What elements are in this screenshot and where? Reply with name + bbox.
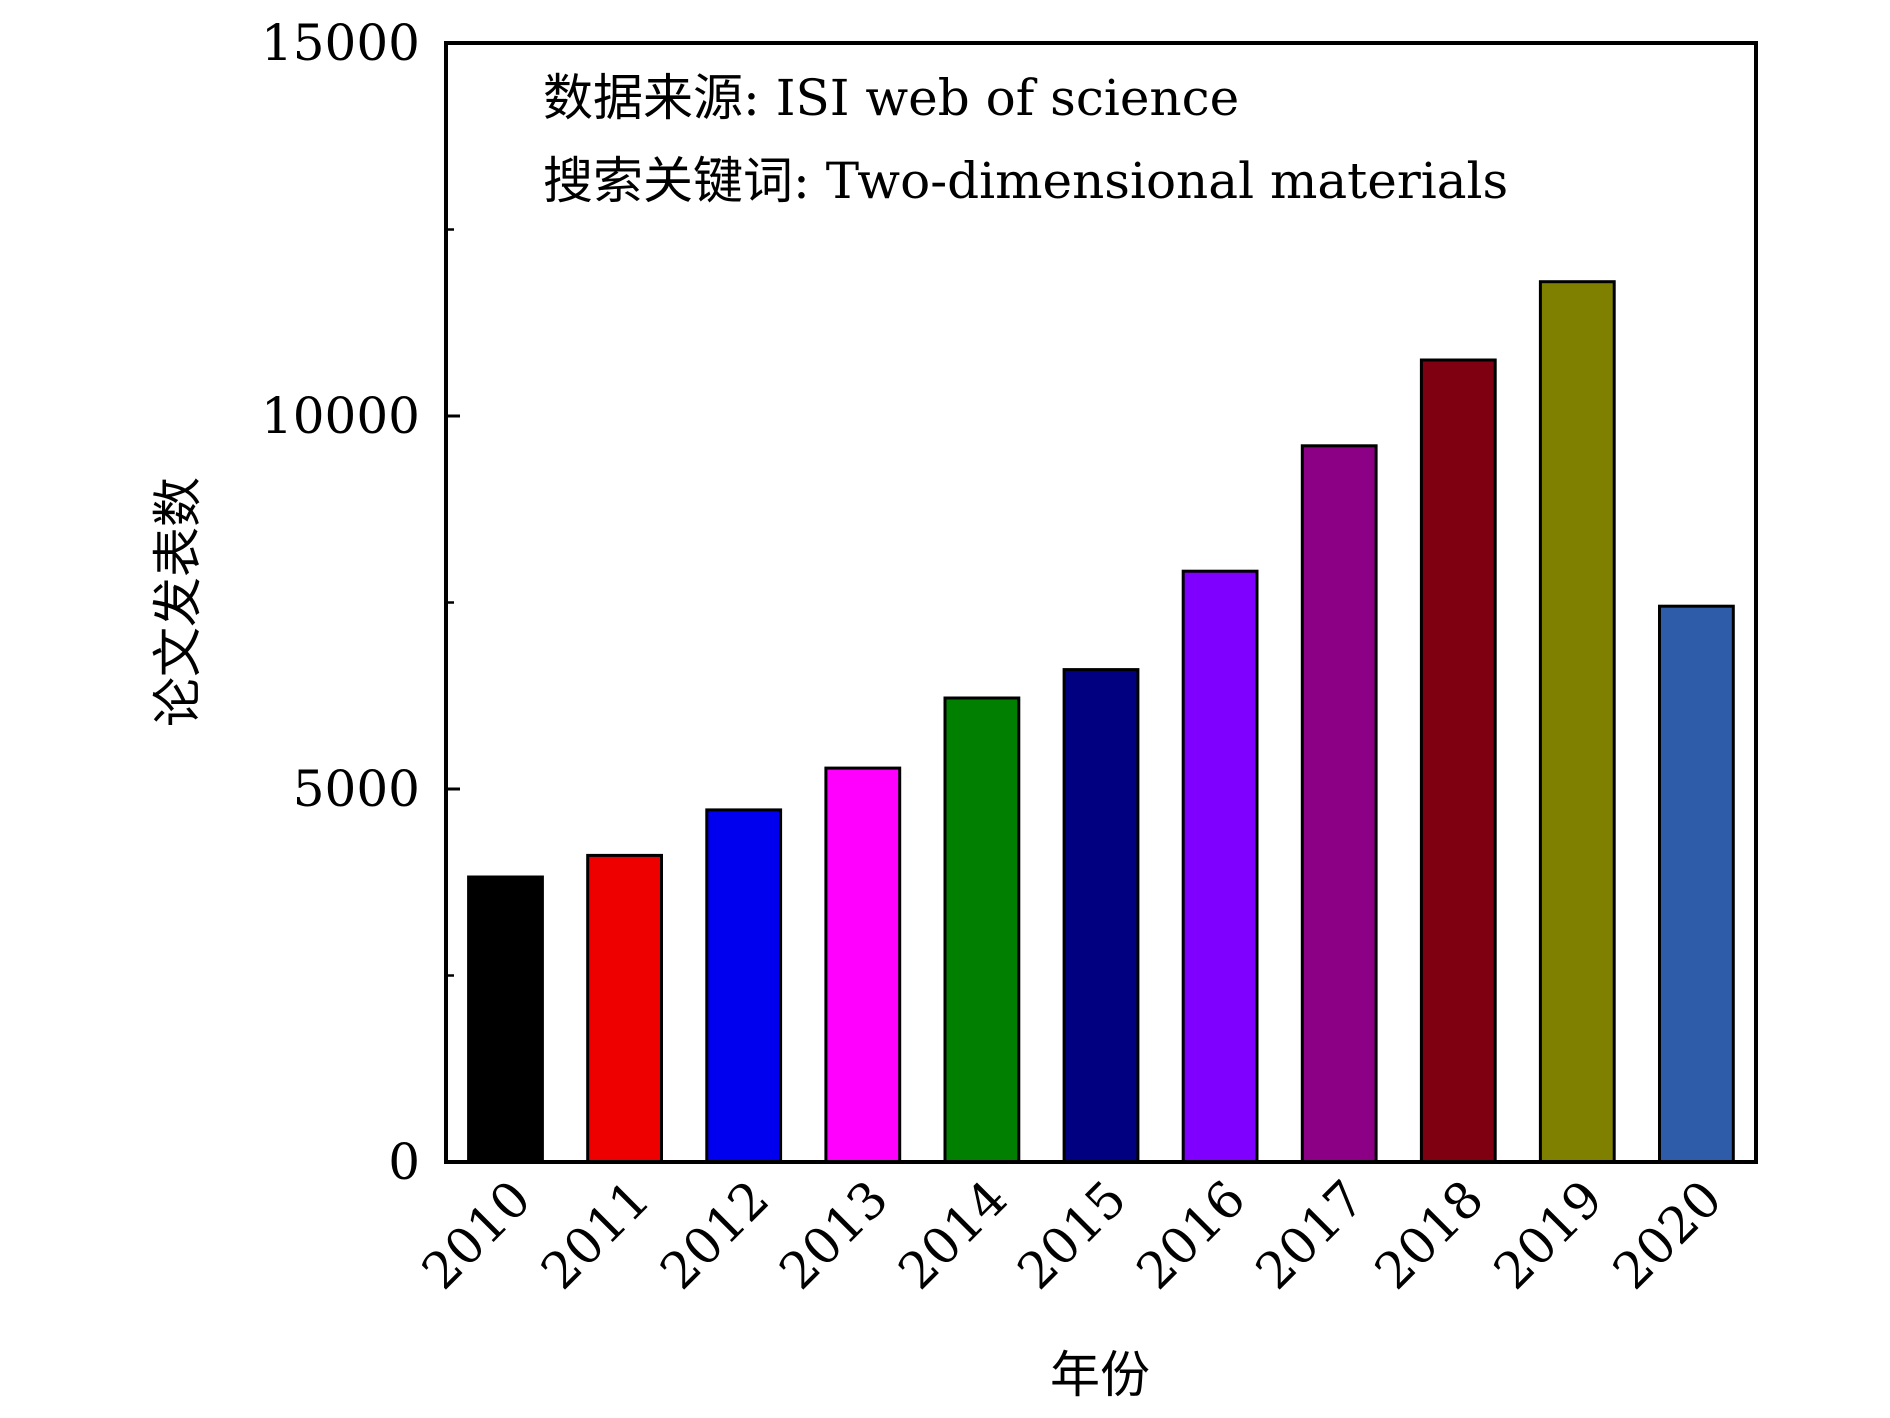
bar-2015: [1062, 668, 1140, 1164]
y-tick-label: 15000: [261, 14, 420, 72]
x-tick-label: 2020: [1602, 1169, 1733, 1300]
y-tick-label: 0: [388, 1133, 420, 1191]
bar-2020: [1658, 604, 1735, 1164]
x-tick-label: 2012: [649, 1169, 780, 1300]
y-axis-title: 论文发表数: [149, 477, 207, 727]
bar-2017: [1300, 444, 1378, 1164]
y-tick-label: 10000: [261, 387, 420, 445]
x-tick-label: 2018: [1364, 1169, 1495, 1300]
bar-2019: [1538, 280, 1616, 1164]
x-tick-label: 2019: [1483, 1169, 1614, 1300]
bar-2010: [467, 875, 544, 1164]
bar-2011: [586, 853, 664, 1164]
x-tick-label: 2015: [1006, 1169, 1137, 1300]
x-axis-title: 年份: [1050, 1346, 1150, 1404]
bar-2018: [1419, 358, 1497, 1164]
bars-layer: [467, 280, 1735, 1164]
bar-2014: [943, 696, 1021, 1164]
y-tick-label: 5000: [293, 760, 420, 818]
annotation-search-keyword: 搜索关键词: Two-dimensional materials: [543, 152, 1508, 210]
x-tick-label: 2017: [1245, 1169, 1376, 1300]
x-tick-label: 2010: [411, 1169, 542, 1300]
x-tick-label: 2011: [530, 1169, 661, 1300]
x-tick-label: 2016: [1126, 1169, 1257, 1300]
annotation-data-source: 数据来源: ISI web of science: [543, 69, 1239, 127]
x-tick-label: 2014: [887, 1169, 1018, 1300]
y-axis: 0 5000 10000 15000: [261, 14, 460, 1191]
x-tick-label: 2013: [768, 1169, 899, 1300]
x-axis: 2010201120122013201420152016201720182019…: [411, 1169, 1733, 1300]
bar-2013: [824, 766, 902, 1164]
bar-2016: [1181, 569, 1259, 1164]
bar-2012: [705, 808, 783, 1164]
